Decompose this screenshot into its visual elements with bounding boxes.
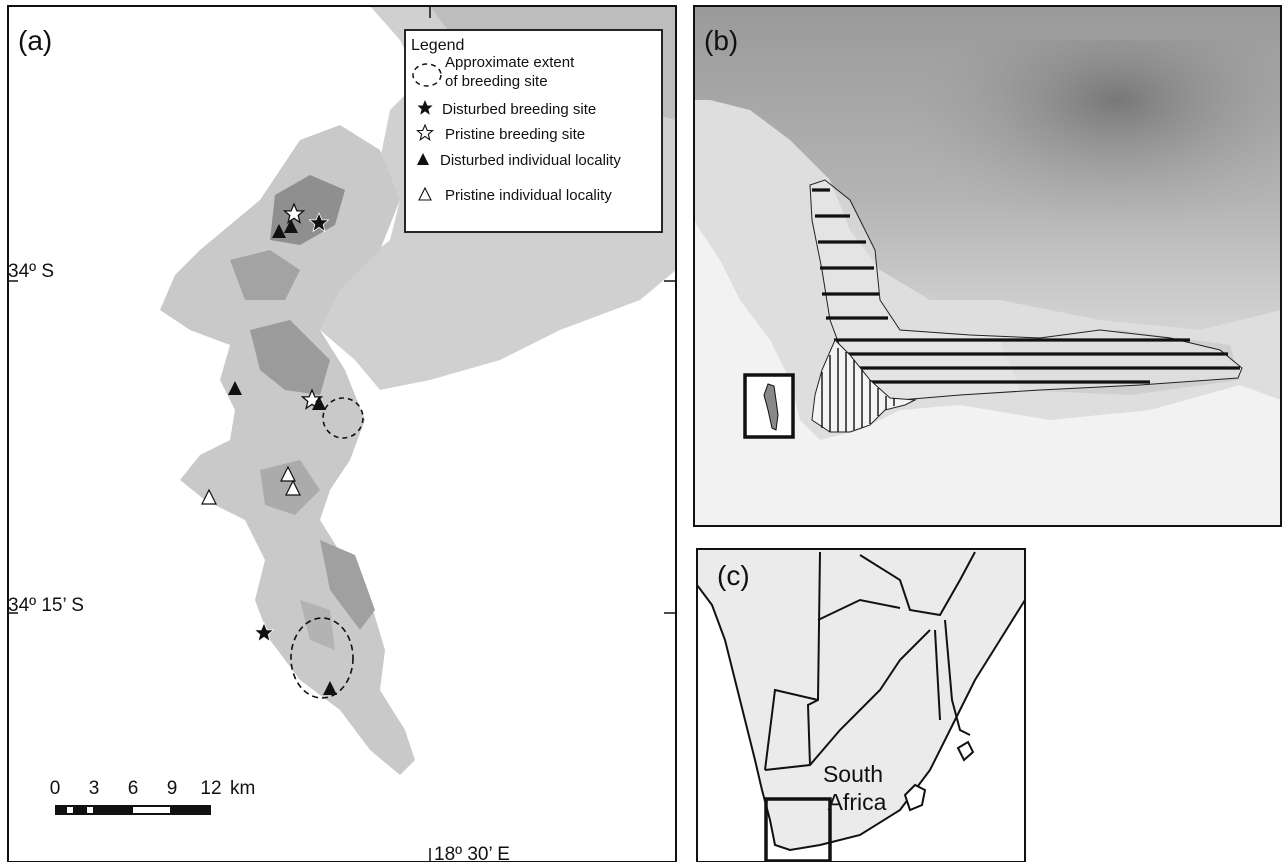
scale-tick-0: 0	[50, 778, 61, 799]
lat-label-34s: 34º S	[8, 261, 54, 282]
filled-star-icon	[417, 100, 433, 115]
panel-a: (a) 34º S 34º 15’ S 18º 30’ E Legend	[7, 5, 677, 862]
panel-b-frame	[693, 5, 1282, 527]
legend-box	[404, 29, 663, 233]
open-star-icon	[415, 123, 435, 141]
legend-pristine-breeding: Pristine breeding site	[445, 126, 585, 143]
site-markers	[201, 202, 364, 699]
panel-b-label: (b)	[704, 25, 738, 56]
scale-bar: 0 3 6 9 12 km	[50, 778, 255, 815]
lon-label-18-30e: 18º 30’ E	[434, 844, 510, 862]
southern-africa-map	[697, 549, 1025, 862]
scale-tick-12: 12	[200, 778, 221, 799]
panel-c: (c) South Africa	[696, 548, 1026, 862]
legend-disturbed-breeding: Disturbed breeding site	[442, 101, 596, 118]
legend-extent-line2: of breeding site	[445, 73, 548, 90]
scale-tick-9: 9	[167, 778, 178, 799]
filled-triangle-icon	[417, 153, 429, 165]
scale-tick-6: 6	[128, 778, 139, 799]
open-triangle-icon	[280, 465, 296, 482]
legend: Legend Approximate extent of breeding si…	[404, 29, 663, 233]
legend-disturbed-individual: Disturbed individual locality	[440, 152, 621, 169]
open-triangle-icon	[285, 479, 301, 496]
breeding-site-extent-south	[290, 617, 354, 699]
scale-tick-3: 3	[89, 778, 100, 799]
lesotho	[903, 783, 927, 812]
filled-star-icon	[253, 621, 275, 643]
filled-triangle-icon	[312, 396, 326, 410]
legend-pristine-individual: Pristine individual locality	[445, 187, 612, 204]
panel-a-frame	[7, 5, 677, 862]
panel-c-frame	[696, 548, 1026, 862]
regional-relief-map	[694, 6, 1281, 526]
eswatini	[956, 740, 975, 762]
panel-c-label: (c)	[717, 560, 750, 591]
panel-a-label: (a)	[18, 25, 52, 56]
country-borders	[764, 551, 976, 771]
open-triangle-icon	[418, 186, 432, 201]
panel-b: (b)	[693, 5, 1282, 527]
country-label-line1: South	[823, 761, 883, 787]
filled-triangle-icon	[228, 381, 242, 395]
filled-triangle-icon	[272, 224, 286, 238]
open-star-icon	[282, 202, 306, 224]
breeding-site-extent-north	[322, 397, 364, 439]
filled-triangle-icon	[284, 219, 298, 233]
filled-star-icon	[308, 211, 330, 233]
legend-extent-line1: Approximate extent	[445, 54, 575, 71]
dashed-ellipse-icon	[412, 63, 442, 87]
filled-triangle-icon	[323, 681, 337, 695]
legend-title: Legend	[411, 37, 464, 54]
open-triangle-icon	[201, 488, 217, 505]
scale-unit: km	[230, 778, 255, 799]
southern-africa-land	[697, 549, 1025, 852]
lat-label-34-15s: 34º 15’ S	[8, 595, 84, 616]
country-label-line2: Africa	[828, 789, 887, 815]
